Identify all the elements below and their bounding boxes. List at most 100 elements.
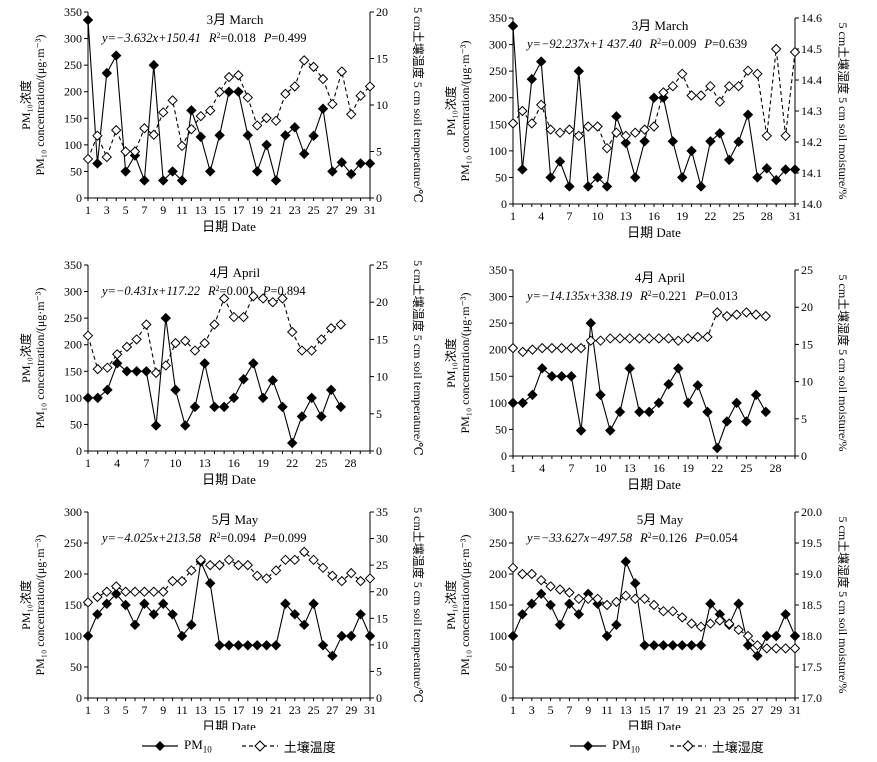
x-tick-label: 21 bbox=[270, 703, 282, 717]
y-tick-label-right: 5 bbox=[376, 407, 382, 421]
soil-point bbox=[634, 333, 645, 344]
y-tick-label-left: 50 bbox=[495, 660, 507, 674]
pm10-point bbox=[160, 312, 172, 324]
pm10-point bbox=[648, 92, 660, 103]
pm10-point bbox=[209, 401, 220, 413]
pm10-point bbox=[526, 598, 538, 609]
soil-point bbox=[280, 88, 291, 100]
soil-point bbox=[167, 575, 178, 587]
soil-point bbox=[296, 345, 308, 356]
soil-point bbox=[286, 326, 298, 338]
series-line-soil bbox=[87, 295, 341, 374]
pm10-point bbox=[582, 181, 594, 192]
soil-point bbox=[157, 107, 169, 118]
soil-point bbox=[517, 105, 528, 117]
x-tick-label: 22 bbox=[704, 209, 716, 223]
legend-pm10-label: PM10 bbox=[184, 737, 212, 755]
x-tick-label: 13 bbox=[620, 703, 632, 717]
pm10-point bbox=[643, 406, 655, 418]
pm10-point bbox=[228, 392, 240, 404]
pm10-point bbox=[554, 619, 566, 631]
regression-equation: y=−3.632x+150.41 R2=0.018 P=0.499 bbox=[100, 31, 307, 46]
pm10-point bbox=[120, 166, 131, 177]
soil-point bbox=[629, 127, 641, 138]
pm10-point bbox=[601, 181, 613, 192]
soil-point bbox=[535, 99, 547, 111]
pm10-point bbox=[742, 109, 754, 120]
y-tick-label-right: 15 bbox=[801, 337, 813, 351]
y-tick-label-left: 350 bbox=[64, 258, 82, 272]
pm10-point bbox=[673, 363, 684, 374]
pm10-point bbox=[517, 609, 528, 620]
pm10-point bbox=[733, 598, 744, 609]
soil-point bbox=[658, 87, 669, 98]
soil-point bbox=[507, 118, 519, 129]
pm10-point bbox=[611, 619, 622, 631]
soil-point bbox=[760, 310, 772, 322]
legend-left: PM10 土壤温度 bbox=[140, 735, 364, 757]
x-tick-label: 11 bbox=[601, 703, 613, 717]
legend-right: PM10 土壤湿度 bbox=[568, 735, 792, 757]
chart-title: 5月 May bbox=[212, 512, 259, 527]
pm10-point bbox=[733, 136, 744, 148]
chart-title: 4月 April bbox=[210, 265, 261, 280]
pm10-point bbox=[620, 556, 632, 567]
series-line-pm10 bbox=[88, 318, 342, 445]
y-tick-label-left: 300 bbox=[64, 32, 82, 46]
soil-point bbox=[218, 293, 230, 304]
pm10-point bbox=[682, 397, 694, 409]
y-tick-label-right: 25 bbox=[801, 263, 813, 277]
soil-point bbox=[723, 618, 735, 629]
pm10-point bbox=[658, 640, 669, 651]
x-tick-label: 25 bbox=[308, 703, 320, 717]
x-tick-label: 16 bbox=[648, 209, 660, 223]
pm10-point bbox=[289, 122, 301, 133]
x-tick-label: 28 bbox=[770, 461, 782, 475]
pm10-point bbox=[686, 145, 697, 157]
x-tick-label: 28 bbox=[761, 209, 773, 223]
soil-point bbox=[620, 590, 632, 601]
pm10-point bbox=[92, 392, 103, 404]
pm10-point bbox=[620, 137, 632, 149]
pm10-point bbox=[296, 411, 308, 422]
soil-point bbox=[705, 618, 716, 629]
x-tick-label: 19 bbox=[257, 456, 269, 470]
x-tick-label: 19 bbox=[251, 203, 263, 217]
pm10-point bbox=[157, 598, 169, 609]
soil-point bbox=[261, 573, 272, 584]
soil-point bbox=[327, 570, 338, 581]
x-axis-label: 日期 Date bbox=[202, 472, 256, 487]
soil-point bbox=[120, 586, 131, 597]
soil-point bbox=[595, 335, 606, 346]
soil-point bbox=[345, 109, 357, 120]
pm10-point bbox=[316, 411, 327, 422]
pm10-point bbox=[770, 630, 782, 642]
pm10-point bbox=[517, 397, 528, 409]
y-axis-label-left: PM₁₀ concentration/(μg·m⁻³) bbox=[33, 287, 47, 428]
x-tick-label: 13 bbox=[624, 461, 636, 475]
soil-point bbox=[327, 98, 338, 110]
soil-point bbox=[554, 127, 566, 138]
pm10-point bbox=[327, 650, 338, 662]
x-tick-label: 17 bbox=[657, 703, 669, 717]
soil-point bbox=[110, 581, 122, 592]
pm10-point bbox=[527, 389, 538, 401]
soil-point bbox=[233, 70, 244, 81]
pm10-point bbox=[667, 136, 679, 147]
y-tick-label-left: 200 bbox=[489, 567, 507, 581]
soil-point bbox=[92, 130, 103, 141]
soil-point bbox=[673, 335, 684, 346]
soil-point bbox=[248, 291, 259, 302]
soil-point bbox=[209, 319, 220, 330]
pm10-point bbox=[686, 640, 697, 651]
soil-point bbox=[355, 575, 366, 587]
chart-title: 3月 March bbox=[207, 12, 264, 27]
y-axis-label-right: 5 cm土壤温度 5 cm soil temperature/℃ bbox=[411, 507, 426, 703]
y-axis-label-left: PM₁₀ concentration/(μg·m⁻³) bbox=[33, 534, 47, 675]
soil-point bbox=[92, 363, 103, 375]
chart-title: 4月 April bbox=[635, 270, 686, 285]
soil-point bbox=[189, 345, 201, 356]
soil-point bbox=[148, 586, 160, 597]
soil-point bbox=[535, 574, 547, 586]
legend-pm10-marker-2 bbox=[570, 741, 606, 751]
